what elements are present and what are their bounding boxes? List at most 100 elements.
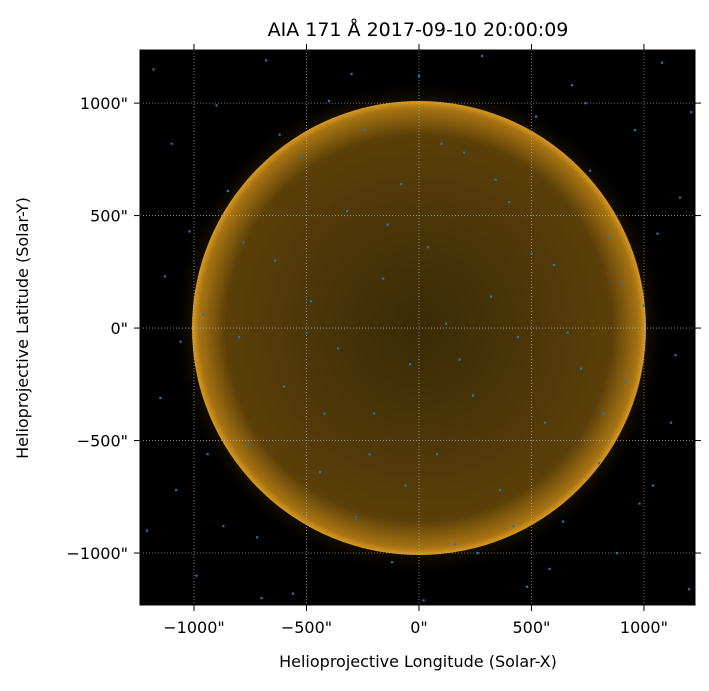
scatter-point (145, 529, 148, 532)
scatter-point (534, 115, 538, 118)
scatter-point (282, 385, 286, 388)
scatter-point (201, 313, 205, 316)
scatter-point (444, 322, 448, 325)
scatter-point (381, 277, 385, 280)
scatter-point (615, 552, 619, 555)
scatter-point (507, 201, 511, 204)
scatter-point (512, 525, 515, 528)
scatter-point (273, 259, 277, 262)
scatter-point (152, 68, 155, 71)
scatter-point (462, 151, 466, 154)
scatter-point (561, 520, 565, 523)
chart-title: AIA 171 Å 2017-09-10 20:00:09 (268, 18, 569, 41)
scatter-point (195, 574, 198, 577)
x-tick-label: −1000" (163, 618, 224, 637)
scatter-point (656, 232, 659, 235)
scatter-point (404, 484, 407, 487)
scatter-point (579, 367, 583, 370)
plot-area (140, 50, 695, 605)
scatter-point (458, 358, 461, 361)
scatter-point (584, 102, 587, 105)
scatter-point (602, 412, 605, 415)
scatter-point (633, 129, 637, 132)
x-tick-label: 0" (410, 618, 428, 637)
scatter-point (179, 340, 182, 343)
scatter-point (408, 363, 412, 366)
scatter-point (687, 588, 691, 591)
scatter-point (174, 489, 178, 492)
scatter-point (476, 552, 479, 555)
scatter-point (498, 489, 502, 492)
x-tick-label: 500" (512, 618, 550, 637)
scatter-point (426, 246, 430, 249)
y-tick-label: 0" (110, 319, 128, 338)
scatter-point (350, 72, 353, 76)
scatter-point (620, 282, 623, 285)
scatter-point (372, 412, 376, 415)
scatter-point (471, 394, 475, 397)
y-axis-label: Helioprojective Latitude (Solar-Y) (13, 197, 32, 459)
scatter-point (660, 61, 664, 64)
x-tick-label: 1000" (620, 618, 668, 637)
scatter-point (530, 252, 533, 256)
scatter-point (543, 421, 547, 424)
scatter-point (453, 543, 457, 546)
scatter-point (309, 300, 313, 303)
scatter-point (597, 462, 601, 465)
scatter-point (188, 230, 191, 233)
x-axis-label: Helioprojective Longitude (Solar-X) (279, 652, 557, 671)
scatter-point (440, 142, 443, 145)
scatter-point (390, 561, 394, 564)
scatter-point (278, 133, 281, 136)
scatter-point (323, 412, 326, 415)
scatter-point (368, 453, 371, 456)
scatter-point (678, 196, 682, 199)
scatter-point (226, 189, 229, 193)
scatter-point (417, 75, 421, 78)
x-tick-label: −500" (281, 618, 332, 637)
scatter-point (570, 84, 574, 87)
scatter-point (291, 592, 295, 595)
scatter-point (422, 599, 425, 602)
scatter-point (552, 264, 556, 267)
y-tick-label: 1000" (80, 94, 128, 113)
scatter-point (674, 354, 677, 357)
scatter-point (651, 484, 655, 487)
y-tick-label: 500" (90, 207, 128, 226)
scatter-point (215, 104, 218, 107)
scatter-point (345, 210, 349, 213)
scatter-point (336, 347, 340, 350)
scatter-point (494, 178, 497, 181)
scatter-point (300, 156, 304, 159)
y-tick-label: −500" (77, 432, 128, 451)
scatter-point (669, 421, 673, 424)
scatter-point (548, 567, 551, 570)
scatter-point (163, 275, 166, 278)
scatter-point (638, 502, 641, 505)
scatter-point (489, 295, 493, 298)
scatter-point (318, 471, 322, 474)
scatter-point (588, 169, 592, 172)
scatter-point (260, 597, 263, 600)
scatter-point (566, 331, 569, 334)
scatter-point (399, 183, 403, 186)
scatter-point (435, 453, 439, 456)
scatter-point (386, 223, 389, 226)
scatter-point (480, 54, 484, 58)
scatter-point (525, 585, 529, 588)
scatter-point (690, 111, 693, 114)
scatter-point (255, 536, 259, 539)
frame (139, 49, 696, 606)
scatter-point (516, 336, 520, 339)
scatter-point (305, 331, 308, 334)
scatter-point (624, 381, 628, 384)
scatter-point (222, 525, 225, 528)
scatter-point (363, 129, 367, 132)
scatter-point (606, 237, 610, 240)
scatter-point (354, 516, 358, 519)
scatter-point (159, 396, 162, 400)
scatter-point (242, 241, 245, 244)
scatter-point (264, 59, 268, 62)
scatter-point (206, 453, 209, 456)
